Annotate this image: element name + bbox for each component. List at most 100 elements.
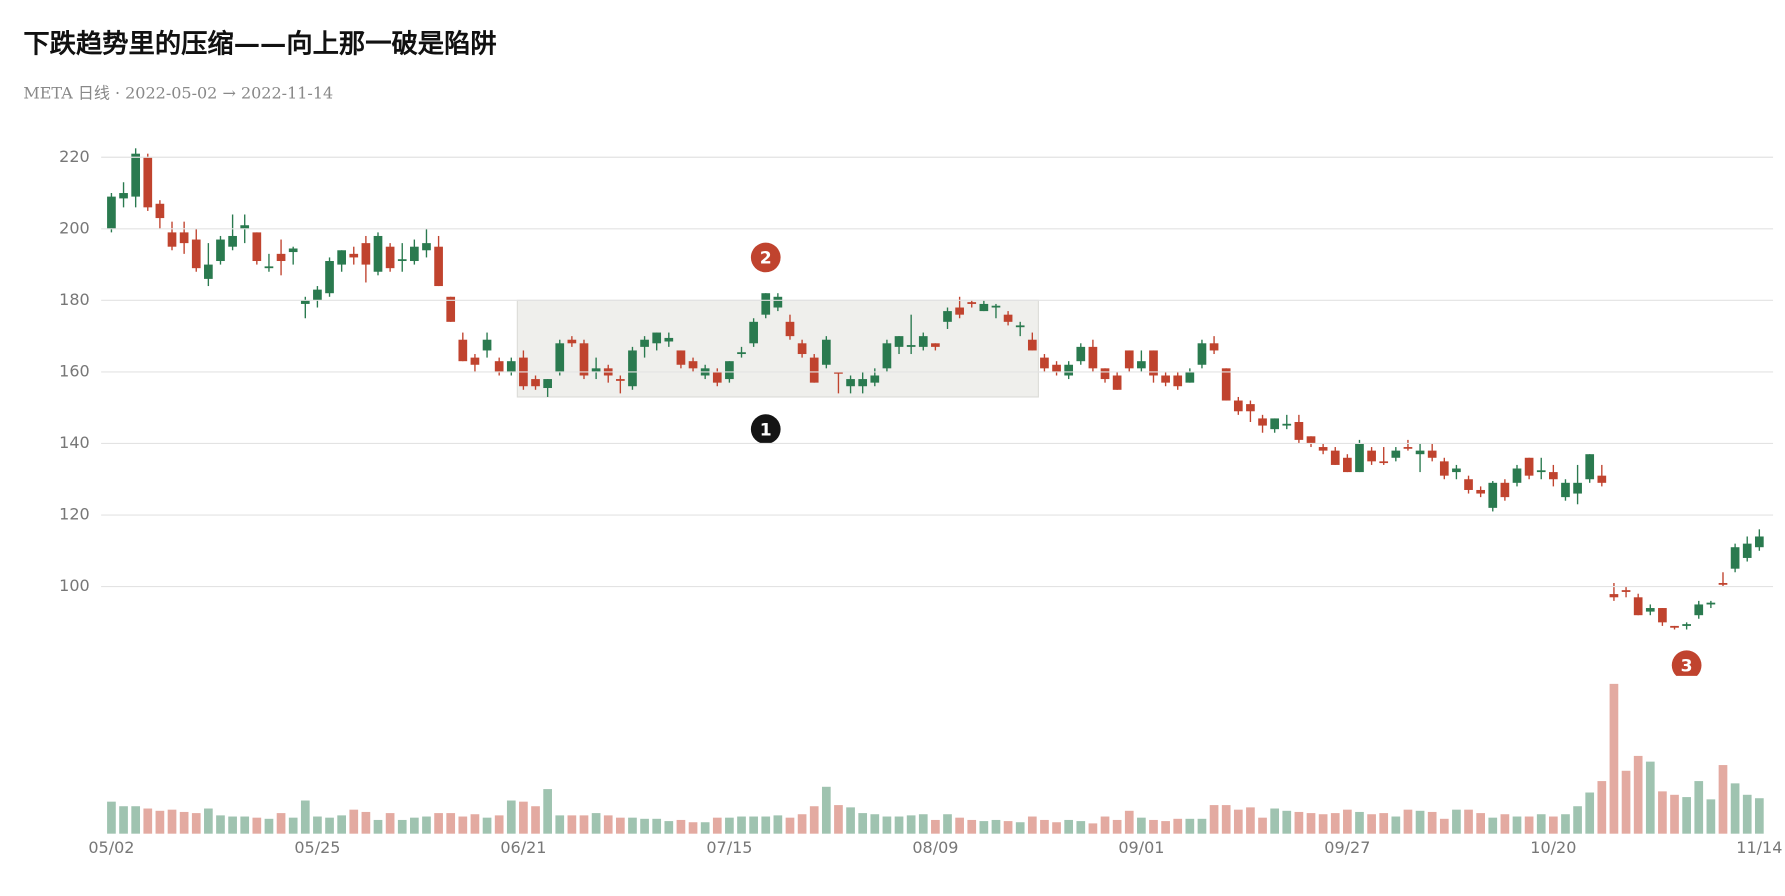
- x-tick-label: 07/15: [706, 838, 752, 857]
- x-tick-label: 06/21: [500, 838, 546, 857]
- volume-bar: [1706, 799, 1716, 834]
- candle-body: [1549, 472, 1558, 480]
- volume-bar: [1403, 809, 1413, 834]
- candle-body: [1427, 450, 1437, 458]
- candle-body: [179, 232, 189, 244]
- annotation-label: 1: [760, 420, 772, 440]
- candle-body: [1682, 624, 1691, 626]
- chart-title: 下跌趋势里的压缩——向上那一破是陷阱: [23, 29, 496, 60]
- volume-bar: [1040, 819, 1049, 834]
- volume-bar: [1730, 783, 1740, 834]
- x-tick-label: 08/09: [912, 838, 958, 857]
- volume-bar: [1221, 805, 1231, 834]
- chart-subtitle: META 日线 · 2022-05-02 → 2022-11-14: [23, 83, 333, 102]
- annotation-marker: [750, 242, 781, 273]
- candle-body: [385, 246, 395, 269]
- volume-bar: [1645, 761, 1655, 834]
- x-tick-label: 05/25: [294, 838, 340, 857]
- volume-bar: [1561, 814, 1570, 834]
- candle-body: [1585, 454, 1595, 480]
- candle-body: [591, 368, 601, 372]
- candle-body: [931, 343, 940, 347]
- volume-bar: [1088, 823, 1098, 834]
- x-tick-label: 10/20: [1530, 838, 1576, 857]
- volume-bar: [834, 805, 843, 834]
- volume-bar: [955, 817, 964, 834]
- volume-bar: [337, 815, 346, 834]
- candle-body: [749, 321, 758, 344]
- volume-bar: [1609, 683, 1619, 834]
- candle-body: [446, 296, 456, 322]
- candle-body: [1282, 423, 1292, 426]
- y-tick-label: 120: [59, 505, 90, 524]
- y-tick-label: 140: [59, 433, 90, 452]
- volume-bar: [761, 816, 771, 834]
- candle-body: [1694, 604, 1704, 616]
- y-tick-label: 180: [59, 290, 90, 309]
- candle-body: [1391, 450, 1401, 458]
- volume-bar: [1367, 814, 1376, 834]
- volume-bar: [906, 815, 916, 834]
- candle-body: [1173, 375, 1183, 387]
- volume-bar: [1343, 809, 1352, 834]
- volume-bar: [1355, 811, 1364, 834]
- candle-body: [579, 343, 589, 376]
- candle-body: [422, 243, 431, 251]
- candle-body: [943, 311, 952, 322]
- candle-body: [1367, 450, 1376, 462]
- volume-bar: [155, 810, 165, 834]
- candle-body: [1439, 461, 1449, 476]
- candle-body: [1536, 470, 1546, 473]
- volume-bar: [385, 813, 395, 834]
- volume-bar: [325, 817, 334, 834]
- candle-body: [434, 246, 443, 287]
- candle-body: [1015, 325, 1025, 328]
- candle-body: [1500, 482, 1510, 498]
- candle-body: [1076, 346, 1086, 362]
- volume-bar: [470, 814, 480, 834]
- volume-bar: [1052, 822, 1061, 834]
- volume-bar: [107, 801, 116, 834]
- candle-body: [967, 302, 977, 304]
- candle-body: [979, 303, 989, 312]
- volume-bar: [1209, 805, 1219, 834]
- volume-bar: [1682, 797, 1691, 834]
- volume-bar: [797, 814, 807, 834]
- candle-body: [918, 336, 928, 347]
- candle-body: [313, 289, 322, 301]
- candle-body: [155, 203, 165, 219]
- annotation-label: 2: [760, 249, 772, 269]
- candle-body: [531, 379, 540, 387]
- annotation-label: 3: [1681, 656, 1693, 676]
- volume-bar: [1512, 816, 1522, 834]
- candle-body: [652, 332, 662, 344]
- volume-bar: [543, 789, 552, 834]
- volume-bar: [785, 817, 795, 834]
- candle-body: [1476, 489, 1485, 494]
- volume-bar: [410, 817, 419, 834]
- volume-bar: [434, 813, 443, 834]
- candle-body: [470, 357, 480, 365]
- volume-bar: [858, 813, 868, 834]
- candle-body: [628, 350, 637, 387]
- candle-body: [1209, 343, 1219, 351]
- volume-bar: [119, 806, 128, 834]
- candle-body: [1452, 468, 1461, 473]
- volume-bar: [725, 817, 734, 834]
- candle-body: [1197, 343, 1207, 365]
- volume-bar: [870, 814, 880, 834]
- volume-bar: [1149, 819, 1158, 834]
- volume-bar: [664, 821, 674, 834]
- volume-bar: [288, 817, 298, 834]
- volume-bar: [1003, 821, 1013, 834]
- volume-bar: [1427, 811, 1437, 834]
- candle-body: [688, 361, 698, 369]
- volume-bar: [204, 808, 213, 834]
- volume-bar: [1076, 821, 1086, 834]
- candle-body: [204, 264, 213, 279]
- candle-body: [991, 305, 1001, 308]
- candle-body: [821, 339, 831, 365]
- volume-bar: [1658, 791, 1667, 834]
- candle-body: [543, 379, 552, 389]
- volume-bar: [1185, 818, 1195, 834]
